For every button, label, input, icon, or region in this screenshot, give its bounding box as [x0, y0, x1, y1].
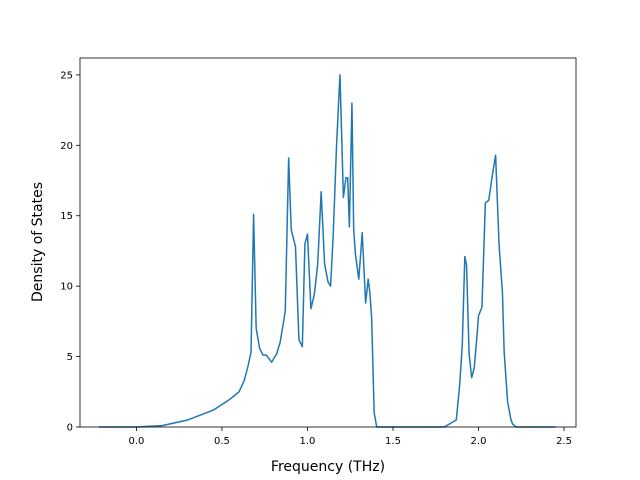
x-axis-ticks: 0.0 0.5 1.0 1.5 2.0 2.5 [128, 427, 572, 447]
dos-series-line-0 [98, 74, 556, 428]
x-tick-label: 0.5 [214, 436, 230, 447]
y-tick-label: 20 [60, 141, 73, 152]
x-tick-label: 1.5 [385, 436, 401, 447]
y-tick-label: 10 [60, 282, 73, 293]
plot-layer [98, 74, 556, 428]
y-axis-label: Density of States [30, 182, 46, 302]
y-axis-ticks: 0 5 10 15 20 25 [60, 70, 80, 434]
axes-frame [79, 57, 577, 428]
y-tick-label: 0 [67, 423, 73, 434]
x-tick-label: 2.5 [556, 436, 572, 447]
x-axis-label: Frequency (THz) [271, 459, 385, 475]
x-tick-label: 2.0 [471, 436, 487, 447]
y-tick-label: 5 [67, 352, 73, 363]
y-tick-label: 15 [60, 211, 73, 222]
x-tick-label: 1.0 [300, 436, 316, 447]
x-tick-label: 0.0 [128, 436, 144, 447]
y-tick-label: 25 [60, 70, 73, 81]
